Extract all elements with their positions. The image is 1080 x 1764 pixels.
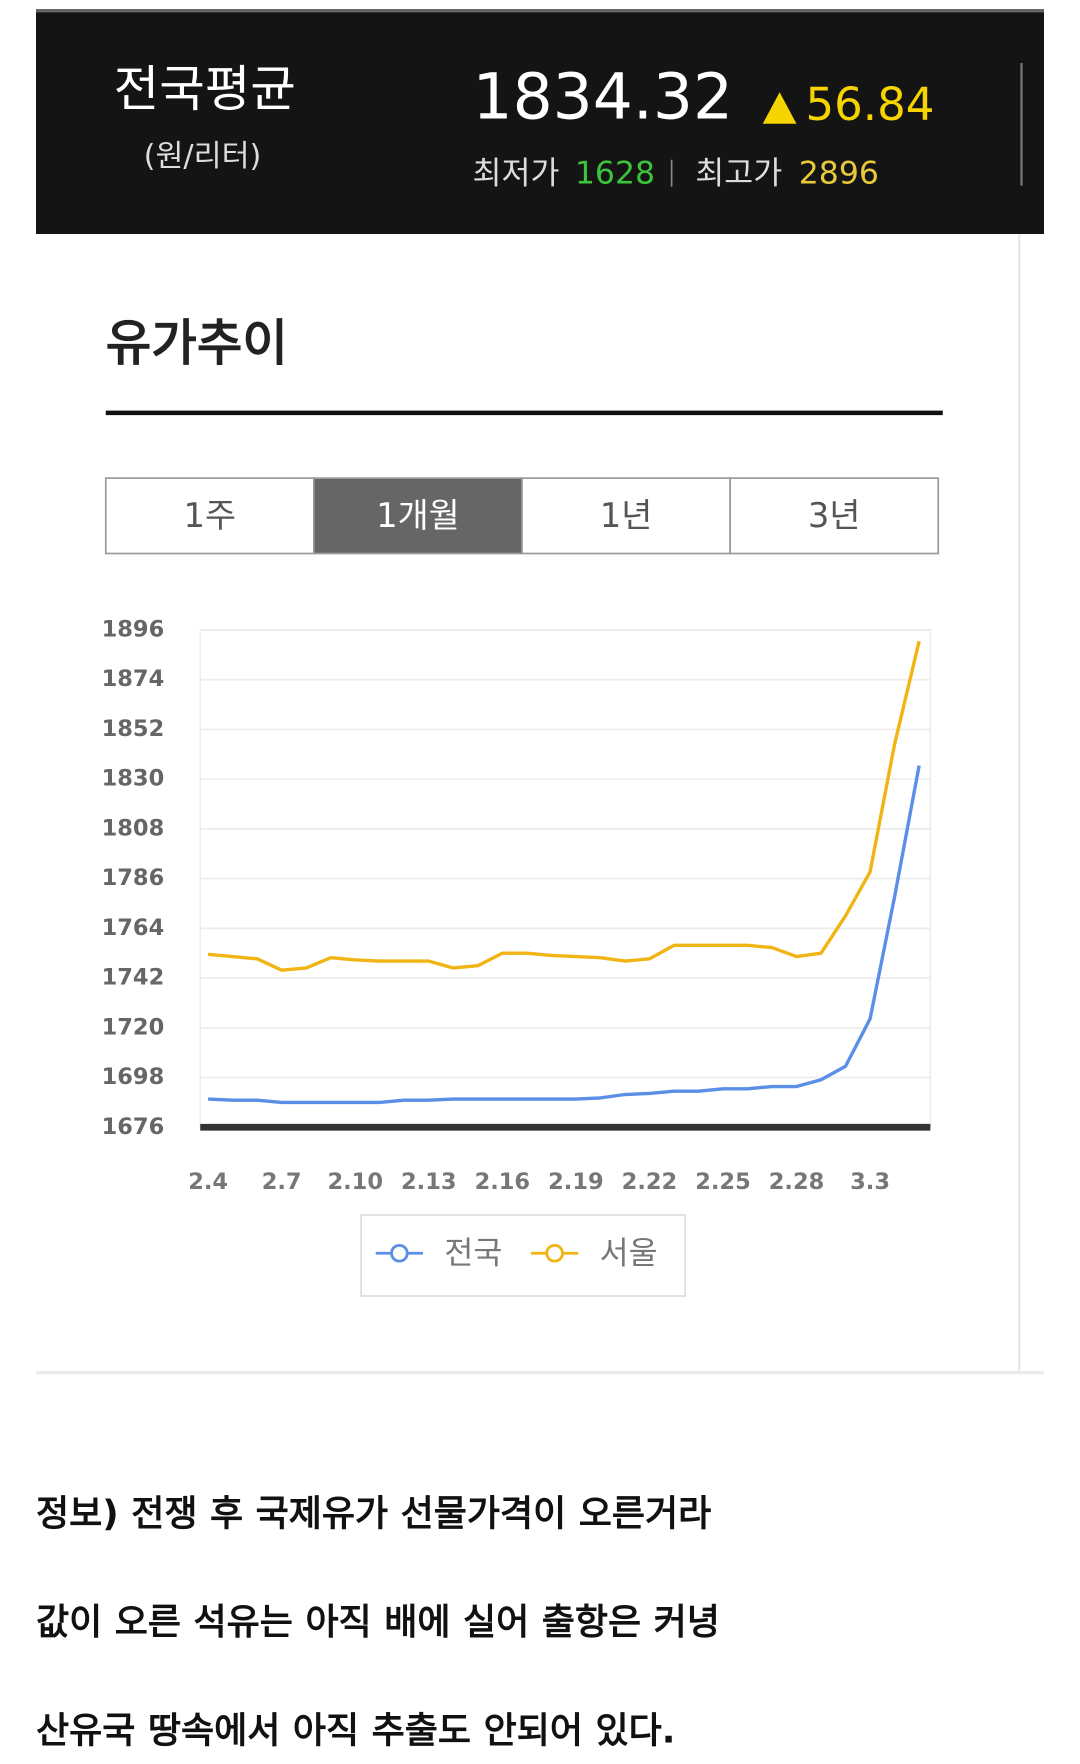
x-tick-label: 2.16 [475, 1169, 531, 1195]
legend-label: 서울 [600, 1235, 658, 1271]
series-line [208, 765, 921, 1105]
price: 1834.32 [473, 60, 734, 133]
tab-label[interactable]: 1년 [600, 496, 653, 535]
tab-label[interactable]: 3년 [808, 496, 861, 535]
x-tick-label: 2.28 [769, 1169, 825, 1195]
y-tick-label: 1830 [102, 766, 165, 792]
x-tick-label: 2.13 [401, 1169, 457, 1195]
x-tick-label: 2.19 [548, 1169, 604, 1195]
y-tick-label: 1676 [102, 1114, 165, 1140]
y-tick-label: 1742 [102, 965, 165, 991]
series-line [207, 640, 921, 972]
x-axis [200, 1123, 931, 1131]
tab-label[interactable]: 1주 [184, 496, 237, 535]
tab-label[interactable]: 1개월 [376, 496, 460, 535]
y-tick-label: 1720 [102, 1014, 165, 1040]
legend-label: 전국 [444, 1235, 502, 1271]
section-underline [105, 410, 943, 416]
y-tick-label: 1874 [102, 666, 165, 692]
low-label: 최저가 [473, 155, 560, 191]
x-tick-label: 2.22 [622, 1169, 678, 1195]
section-title: 유가추이 [106, 314, 288, 372]
x-tick-label: 2.4 [188, 1169, 228, 1195]
x-tick-label: 3.3 [850, 1169, 890, 1195]
y-tick-label: 1852 [102, 716, 165, 742]
legend-marker [545, 1243, 564, 1263]
up-arrow [762, 92, 797, 124]
legend-marker [390, 1243, 409, 1263]
header-title: 전국평균 [114, 60, 296, 118]
legend-box [360, 1214, 686, 1297]
tabs: 1주 1개월 1년 3년 [104, 477, 940, 555]
chart: 1676 1698 1720 1742 1764 1786 1808 1830 1852 1874… [102, 617, 932, 1297]
y-tick-label: 1764 [102, 915, 165, 941]
y-tick-label: 1896 [102, 617, 165, 643]
header-unit: (원/리터) [144, 139, 262, 174]
y-tick-label: 1698 [102, 1064, 165, 1090]
header-bar [36, 9, 1044, 234]
x-tick-label: 2.25 [695, 1169, 751, 1195]
paragraph: 정보) 전쟁 후 국제유가 선물가격이 오른거라 [36, 1493, 711, 1534]
paragraph: 값이 오른 석유는 아직 배에 실어 출항은 커녕 [36, 1602, 720, 1643]
y-tick-label: 1786 [102, 865, 165, 891]
header-edge [36, 9, 1044, 13]
price-change: 56.84 [806, 78, 935, 131]
high-value: 2896 [799, 155, 879, 191]
low-value: 1628 [575, 155, 655, 191]
tab[interactable] [729, 477, 940, 555]
high-label: 최고가 [695, 155, 782, 191]
tab[interactable] [313, 477, 523, 555]
y-tick-label: 1808 [102, 815, 165, 841]
x-tick-label: 2.7 [262, 1169, 302, 1195]
tab[interactable] [104, 477, 315, 555]
paragraph: 산유국 땅속에서 아직 추출도 안되어 있다. [36, 1711, 675, 1752]
x-tick-label: 2.10 [327, 1169, 383, 1195]
